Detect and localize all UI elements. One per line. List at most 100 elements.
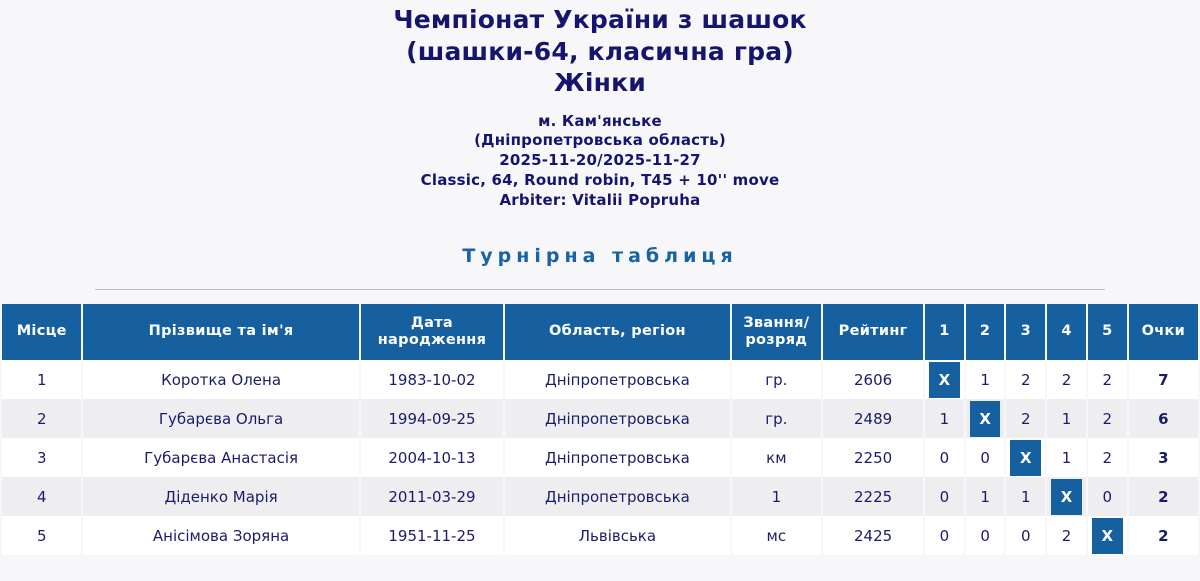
cell-rating: 2425 (823, 516, 924, 556)
cell-result-round-1: 0 (925, 477, 964, 517)
cell-result-round-2: 1 (965, 477, 1005, 517)
section-title: Турнірна таблиця (462, 245, 738, 268)
cell-dob: 1951-11-25 (360, 516, 504, 556)
column-header-name[interactable]: Прізвище та ім'я (83, 304, 359, 361)
cell-rank: мс (731, 516, 822, 556)
cell-region: Дніпропетровська (505, 360, 730, 400)
cell-result-round-4: 1 (1047, 438, 1086, 478)
cell-self-marker-round-1: X (925, 360, 964, 400)
cell-result-round-1: 1 (925, 399, 964, 439)
cell-points: 6 (1128, 399, 1198, 439)
cell-result-round-2: 0 (965, 438, 1005, 478)
column-header-rating[interactable]: Рейтинг (823, 304, 924, 361)
cell-name: Анісімова Зоряна (83, 516, 359, 556)
tournament-standings-page: Чемпіонат України з шашок (шашки-64, кла… (0, 0, 1200, 556)
table-row[interactable]: 2 Губарєва Ольга 1994-09-25 Дніпропетровськ… (2, 399, 1198, 439)
cell-dob: 2011-03-29 (360, 477, 504, 517)
cell-name: Губарєва Анастасія (83, 438, 359, 478)
cell-name: Діденко Марія (83, 477, 359, 517)
column-header-points[interactable]: Очки (1128, 304, 1198, 361)
cell-region: Дніпропетровська (505, 399, 730, 439)
cell-self-marker-round-3: X (1006, 438, 1046, 478)
title-block: Чемпіонат України з шашок (шашки-64, кла… (0, 0, 1200, 99)
cell-region: Львівська (505, 516, 730, 556)
cell-result-round-3: 1 (1006, 477, 1046, 517)
cell-name: Коротка Олена (83, 360, 359, 400)
standings-table: Місце Прізвище та ім'я Дата народження О… (0, 304, 1200, 556)
cell-result-round-5: 2 (1087, 438, 1127, 478)
page-title: Чемпіонат України з шашок (шашки-64, кла… (0, 4, 1200, 99)
event-city: м. Кам'янське (538, 111, 662, 130)
cell-result-round-4: 2 (1047, 360, 1086, 400)
table-row[interactable]: 1 Коротка Олена 1983-10-02 Дніпропетровська… (2, 360, 1198, 400)
cell-rating: 2225 (823, 477, 924, 517)
event-details: м. Кам'янське (Дніпропетровська область)… (0, 112, 1200, 212)
event-dates: 2025-11-20/2025-11-27 (499, 151, 701, 170)
cell-self-marker-round-2: X (965, 399, 1005, 439)
self-marker-icon: X (1091, 517, 1123, 554)
column-header-region[interactable]: Область, регіон (505, 304, 730, 361)
cell-result-round-3: 0 (1006, 516, 1046, 556)
column-header-place[interactable]: Місце (2, 304, 82, 361)
page-title-line-2: (шашки-64, класична гра) (406, 36, 794, 66)
cell-dob: 1994-09-25 (360, 399, 504, 439)
cell-place: 2 (2, 399, 82, 439)
table-header-row: Місце Прізвище та ім'я Дата народження О… (2, 304, 1198, 361)
cell-place: 5 (2, 516, 82, 556)
cell-points: 2 (1128, 477, 1198, 517)
cell-result-round-4: 2 (1047, 516, 1086, 556)
self-marker-icon: X (969, 400, 1001, 437)
table-row[interactable]: 5 Анісімова Зоряна 1951-11-25 Львівська мс 24… (2, 516, 1198, 556)
table-row[interactable]: 3 Губарєва Анастасія 2004-10-13 Дніпропетро… (2, 438, 1198, 478)
self-marker-icon: X (1051, 478, 1082, 515)
event-arbiter: Arbiter: Vitalii Popruha (499, 191, 701, 210)
cell-rating: 2606 (823, 360, 924, 400)
cell-result-round-1: 0 (925, 516, 964, 556)
cell-dob: 2004-10-13 (360, 438, 504, 478)
cell-points: 3 (1128, 438, 1198, 478)
cell-region: Дніпропетровська (505, 438, 730, 478)
column-header-round-1[interactable]: 1 (925, 304, 964, 361)
column-header-round-3[interactable]: 3 (1006, 304, 1046, 361)
cell-result-round-1: 0 (925, 438, 964, 478)
event-region: (Дніпропетровська область) (474, 131, 726, 150)
cell-points: 2 (1128, 516, 1198, 556)
page-title-line-3: Жінки (554, 68, 646, 97)
column-header-round-2[interactable]: 2 (965, 304, 1005, 361)
column-header-round-4[interactable]: 4 (1047, 304, 1086, 361)
cell-region: Дніпропетровська (505, 477, 730, 517)
section-divider (95, 289, 1105, 291)
column-header-round-5[interactable]: 5 (1087, 304, 1127, 361)
column-header-dob[interactable]: Дата народження (360, 304, 504, 361)
self-marker-icon: X (1010, 439, 1042, 476)
cell-place: 4 (2, 477, 82, 517)
event-format: Classic, 64, Round robin, T45 + 10'' mov… (420, 171, 780, 190)
cell-result-round-5: 2 (1087, 399, 1127, 439)
page-title-line-1: Чемпіонат України з шашок (393, 5, 807, 34)
cell-points: 7 (1128, 360, 1198, 400)
cell-result-round-5: 2 (1087, 360, 1127, 400)
table-row[interactable]: 4 Діденко Марія 2011-03-29 Дніпропетровська… (2, 477, 1198, 517)
cell-result-round-4: 1 (1047, 399, 1086, 439)
cell-dob: 1983-10-02 (360, 360, 504, 400)
cell-result-round-3: 2 (1006, 360, 1046, 400)
cell-rank: км (731, 438, 822, 478)
standings-table-body: 1 Коротка Олена 1983-10-02 Дніпропетровська… (2, 360, 1198, 556)
column-header-rank[interactable]: Звання/ розряд (731, 304, 822, 361)
cell-place: 3 (2, 438, 82, 478)
cell-name: Губарєва Ольга (83, 399, 359, 439)
cell-rank: гр. (731, 399, 822, 439)
cell-self-marker-round-4: X (1047, 477, 1086, 517)
self-marker-icon: X (929, 361, 960, 398)
cell-rank: 1 (731, 477, 822, 517)
cell-result-round-3: 2 (1006, 399, 1046, 439)
cell-rank: гр. (731, 360, 822, 400)
cell-result-round-2: 1 (965, 360, 1005, 400)
cell-rating: 2250 (823, 438, 924, 478)
cell-self-marker-round-5: X (1087, 516, 1127, 556)
cell-result-round-5: 0 (1087, 477, 1127, 517)
cell-rating: 2489 (823, 399, 924, 439)
cell-result-round-2: 0 (965, 516, 1005, 556)
standings-table-wrap: Місце Прізвище та ім'я Дата народження О… (0, 304, 1200, 556)
cell-place: 1 (2, 360, 82, 400)
